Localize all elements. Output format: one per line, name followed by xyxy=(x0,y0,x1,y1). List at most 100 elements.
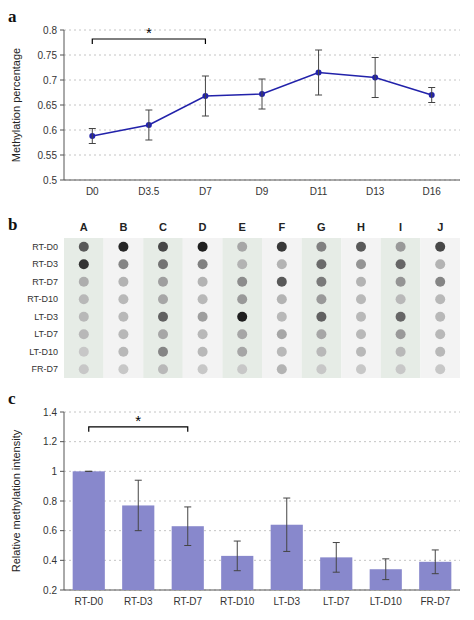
dot xyxy=(79,277,89,287)
grid-line xyxy=(64,441,460,442)
error-bar xyxy=(202,76,209,116)
dot xyxy=(356,294,366,304)
x-tick-label: D11 xyxy=(310,186,328,197)
error-cap xyxy=(372,57,379,58)
error-stem xyxy=(262,79,263,109)
error-cap xyxy=(202,116,209,117)
column-label: C xyxy=(159,221,167,233)
dot xyxy=(158,242,168,252)
dot xyxy=(237,277,247,287)
x-tick-label: RT-D10 xyxy=(220,596,255,607)
y-tick xyxy=(60,560,64,561)
grid-line xyxy=(64,180,460,181)
error-cap xyxy=(234,570,241,571)
y-tick-label: 0.4 xyxy=(43,555,57,566)
error-cap xyxy=(85,471,92,472)
dot xyxy=(277,294,287,304)
dot xyxy=(356,277,366,287)
dot xyxy=(118,347,128,357)
dot xyxy=(118,364,128,374)
y-tick-label: 1 xyxy=(51,466,57,477)
dot xyxy=(198,259,208,269)
dot xyxy=(277,277,287,287)
error-cap xyxy=(135,530,142,531)
error-cap xyxy=(202,76,209,77)
dot xyxy=(198,242,208,252)
row-label: RT-D10 xyxy=(27,294,58,304)
error-stem xyxy=(435,550,436,574)
dot xyxy=(198,312,208,322)
dot xyxy=(118,277,128,287)
error-stem xyxy=(205,76,206,116)
dot xyxy=(277,259,287,269)
error-stem xyxy=(375,58,376,98)
dot xyxy=(396,329,406,339)
x-tick-label: D9 xyxy=(256,186,269,197)
row-label: RT-D3 xyxy=(32,259,58,269)
error-bar xyxy=(259,79,266,109)
dot xyxy=(435,242,445,252)
y-tick-label: 0.7 xyxy=(43,75,57,86)
error-bar xyxy=(234,541,241,571)
column-label: I xyxy=(399,221,402,233)
error-stem xyxy=(286,498,287,551)
y-tick xyxy=(60,590,64,591)
dot xyxy=(198,329,208,339)
error-cap xyxy=(259,109,266,110)
error-cap xyxy=(89,128,96,129)
dot xyxy=(356,242,366,252)
row-label: RT-D0 xyxy=(32,242,58,252)
dot xyxy=(79,259,89,269)
dot xyxy=(237,294,247,304)
dot xyxy=(396,364,406,374)
dot xyxy=(277,364,287,374)
y-tick xyxy=(60,471,64,472)
figure: 0.50.550.60.650.70.750.8D0D3.5D7D9D11D13… xyxy=(0,0,474,620)
column-strip xyxy=(381,238,421,378)
y-tick-label: 0.6 xyxy=(43,125,57,136)
error-cap xyxy=(372,97,379,98)
dot xyxy=(237,242,247,252)
x-tick-label: D13 xyxy=(366,186,385,197)
dot xyxy=(435,312,445,322)
error-cap xyxy=(283,551,290,552)
row-label: LT-D3 xyxy=(34,312,58,322)
grid-line xyxy=(64,55,460,56)
error-cap xyxy=(85,471,92,472)
dot xyxy=(435,277,445,287)
y-axis-label: Relative methylation intensity xyxy=(10,429,22,572)
x-tick-label: LT-D7 xyxy=(323,596,350,607)
y-tick xyxy=(60,155,64,156)
error-bar xyxy=(333,543,340,573)
column-label: B xyxy=(119,221,127,233)
error-bar xyxy=(382,559,389,580)
y-tick-label: 0.6 xyxy=(43,525,57,536)
dot xyxy=(118,294,128,304)
dot xyxy=(396,312,406,322)
dot xyxy=(237,259,247,269)
dot xyxy=(198,294,208,304)
grid-line xyxy=(64,412,460,413)
error-cap xyxy=(382,579,389,580)
grid-line xyxy=(64,501,460,502)
y-tick-label: 0.2 xyxy=(43,585,57,596)
dot xyxy=(396,347,406,357)
grid-line xyxy=(64,471,460,472)
error-cap xyxy=(259,79,266,80)
x-tick-label: LT-D3 xyxy=(274,596,301,607)
x-tick-label: D0 xyxy=(86,186,99,197)
dot xyxy=(356,364,366,374)
grid-line xyxy=(64,155,460,156)
dot xyxy=(396,242,406,252)
dot xyxy=(435,259,445,269)
dot xyxy=(435,294,445,304)
line xyxy=(92,73,431,137)
dot xyxy=(435,329,445,339)
dot xyxy=(79,347,89,357)
y-tick xyxy=(60,105,64,106)
panel-label: b xyxy=(8,215,17,234)
error-cap xyxy=(315,50,322,51)
error-stem xyxy=(431,88,432,103)
plot-area xyxy=(89,50,435,144)
y-tick xyxy=(60,130,64,131)
